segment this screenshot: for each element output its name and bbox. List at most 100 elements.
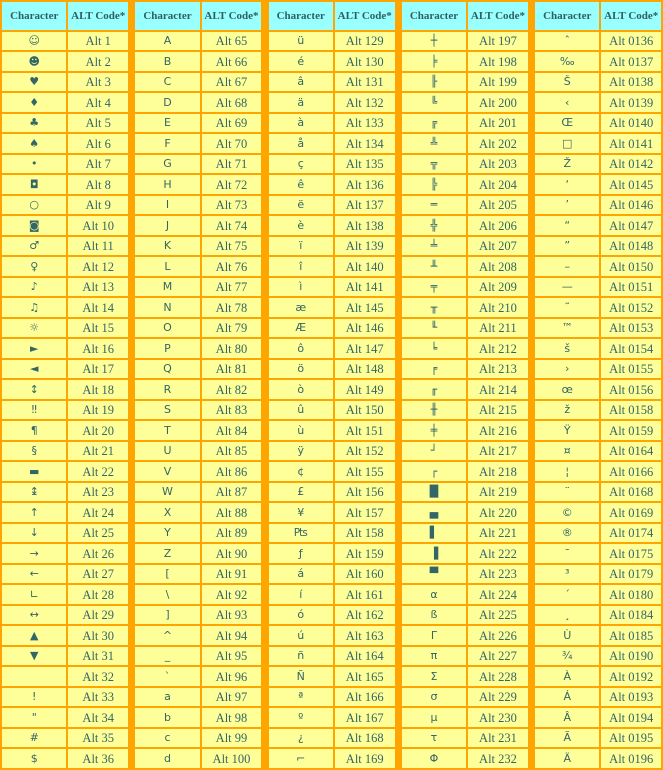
alt-code-cell: Alt 147 [334, 339, 395, 358]
character-cell: ì [268, 277, 333, 297]
table-row: D Alt 68 [135, 93, 262, 112]
character-cell: ` [135, 667, 200, 686]
table-row: ¸ Alt 0184 [535, 605, 661, 625]
alt-code-cell: Alt 226 [468, 626, 528, 645]
table-row: Æ Alt 146 [268, 318, 395, 338]
table-row: ì Alt 141 [268, 277, 395, 297]
table-row: ¦ Alt 0166 [535, 462, 661, 481]
character-cell: d [135, 749, 200, 768]
character-cell: ↑ [2, 503, 67, 522]
character-header: Character [268, 2, 333, 30]
character-cell: Æ [268, 318, 333, 338]
alt-code-cell: Alt 93 [201, 605, 262, 625]
alt-code-cell: Alt 79 [201, 318, 262, 338]
character-header: Character [135, 2, 200, 30]
alt-code-cell: Alt 99 [201, 728, 262, 748]
table-row: ï Alt 139 [268, 236, 395, 256]
table-row: ↓ Alt 25 [2, 523, 128, 543]
table-row: ♦ Alt 4 [2, 93, 128, 112]
alt-code-cell: Alt 14 [68, 298, 128, 317]
table-row: M Alt 77 [135, 277, 262, 297]
alt-code-cell: Alt 0168 [601, 482, 661, 502]
character-cell: Γ [401, 626, 467, 645]
character-cell: ¾ [535, 646, 600, 666]
table-row: ‼ Alt 19 [2, 400, 128, 420]
alt-code-table-1: Character ALT Code* ☺ Alt 1 ☻ Alt 2 ♥ Alt 3 ♦ Alt… [0, 0, 130, 770]
character-cell: ’ [535, 195, 600, 215]
alt-code-cell: Alt 66 [201, 52, 262, 71]
character-cell: ╩ [401, 134, 467, 153]
table-row: # Alt 35 [2, 728, 128, 748]
character-cell: ô [268, 339, 333, 358]
table-row: ╥ Alt 210 [401, 298, 528, 317]
table-row: ƒ Alt 159 [268, 544, 395, 563]
character-cell: ƒ [268, 544, 333, 563]
table-row: ╨ Alt 208 [401, 257, 528, 276]
alt-code-cell: Alt 23 [68, 482, 128, 502]
alt-code-cell: Alt 205 [468, 195, 528, 215]
alt-code-cell: Alt 18 [68, 380, 128, 399]
table-row: ☺ Alt 1 [2, 31, 128, 51]
character-cell: c [135, 728, 200, 748]
alt-code-cell: Alt 90 [201, 544, 262, 563]
table-row: › Alt 0155 [535, 359, 661, 379]
alt-code-cell: Alt 206 [468, 216, 528, 235]
alt-code-cell: Alt 0180 [601, 585, 661, 604]
character-cell: ó [268, 605, 333, 625]
character-cell: ☻ [2, 52, 67, 71]
character-cell: H [135, 175, 200, 194]
table-row: ’ Alt 0146 [535, 195, 661, 215]
alt-code-cell: Alt 81 [201, 359, 262, 379]
table-row: ú Alt 163 [268, 626, 395, 645]
character-cell: ü [268, 31, 333, 51]
alt-code-cell: Alt 220 [468, 503, 528, 522]
table-row: § Alt 21 [2, 441, 128, 461]
alt-code-cell: Alt 0164 [601, 441, 661, 461]
character-cell: N [135, 298, 200, 317]
character-cell: î [268, 257, 333, 276]
table-row: è Alt 138 [268, 216, 395, 235]
alt-code-cell: Alt 139 [334, 236, 395, 256]
character-cell: ╪ [401, 421, 467, 440]
alt-code-cell: Alt 152 [334, 441, 395, 461]
character-cell: Ž [535, 154, 600, 174]
table-row: ö Alt 148 [268, 359, 395, 379]
alt-code-cell: Alt 35 [68, 728, 128, 748]
alt-code-cell: Alt 24 [68, 503, 128, 522]
table-row: b Alt 98 [135, 708, 262, 727]
alt-code-cell: Alt 1 [68, 31, 128, 51]
table-row: ü Alt 129 [268, 31, 395, 51]
alt-code-cell: Alt 0158 [601, 400, 661, 420]
table-row: ◘ Alt 8 [2, 175, 128, 194]
table-row: ╔ Alt 201 [401, 113, 528, 133]
character-cell: ñ [268, 646, 333, 666]
alt-code-cell: Alt 29 [68, 605, 128, 625]
table-row: → Alt 26 [2, 544, 128, 563]
character-header: Character [401, 2, 467, 30]
character-cell: C [135, 72, 200, 92]
character-cell: ¨ [535, 482, 600, 502]
alt-code-cell: Alt 211 [468, 318, 528, 338]
character-cell: S [135, 400, 200, 420]
alt-code-cell: Alt 216 [468, 421, 528, 440]
table-row: ñ Alt 164 [268, 646, 395, 666]
alt-code-cell: Alt 145 [334, 298, 395, 317]
alt-code-cell: Alt 0190 [601, 646, 661, 666]
table-row: Z Alt 90 [135, 544, 262, 563]
table-row: • Alt 7 [2, 154, 128, 174]
alt-code-cell: Alt 32 [68, 667, 128, 686]
table-row: □ Alt 0141 [535, 134, 661, 153]
alt-code-cell: Alt 213 [468, 359, 528, 379]
alt-code-cell: Alt 83 [201, 400, 262, 420]
character-cell: D [135, 93, 200, 112]
table-row: d Alt 100 [135, 749, 262, 768]
table-row: ╧ Alt 207 [401, 236, 528, 256]
table-row: ß Alt 225 [401, 605, 528, 625]
alt-code-cell: Alt 80 [201, 339, 262, 358]
alt-code-cell: Alt 217 [468, 441, 528, 461]
character-cell: í [268, 585, 333, 604]
table-row: ê Alt 136 [268, 175, 395, 194]
table-row: ▌ Alt 221 [401, 523, 528, 543]
table-row: ╫ Alt 215 [401, 400, 528, 420]
alt-code-cell: Alt 160 [334, 564, 395, 584]
